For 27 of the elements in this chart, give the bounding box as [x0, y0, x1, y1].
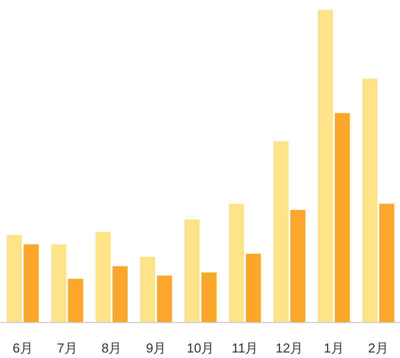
x-tick-label: 7月 — [57, 340, 78, 356]
bar — [379, 204, 394, 322]
x-tick-label: 2月 — [368, 340, 388, 356]
bar — [112, 266, 128, 322]
bar — [318, 10, 333, 322]
x-tick-label: 1月 — [324, 340, 344, 356]
bar — [24, 244, 39, 322]
bar — [184, 219, 200, 322]
bar — [96, 232, 111, 322]
bar — [246, 254, 261, 322]
bar — [228, 204, 244, 322]
x-tick-label: 12月 — [276, 340, 304, 356]
x-tick-label: 11月 — [232, 340, 258, 356]
bar — [362, 78, 378, 322]
x-tick-label: 9月 — [146, 340, 166, 356]
bar — [156, 276, 172, 322]
bar — [68, 278, 84, 322]
x-tick-label: 10月 — [186, 340, 214, 356]
bar — [6, 235, 22, 322]
bar — [334, 113, 350, 322]
bar — [290, 210, 306, 322]
bar — [51, 244, 66, 322]
bar — [140, 256, 156, 322]
bar — [201, 272, 216, 322]
x-tick-label: 6月 — [12, 340, 33, 356]
bar — [273, 141, 288, 322]
x-tick-label: 8月 — [101, 340, 122, 356]
